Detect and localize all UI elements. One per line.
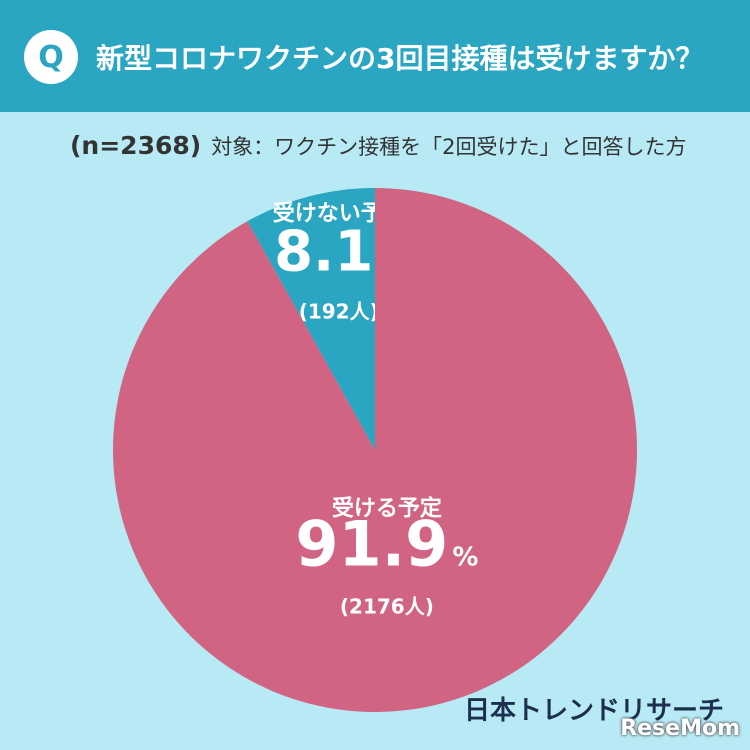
slice-count: (2176人)	[340, 595, 434, 619]
sample-size: (n=2368)	[70, 131, 202, 160]
brand-logo: 日本トレンドリサーチ	[463, 696, 724, 726]
slice-count: (192人)	[299, 300, 379, 324]
source-logo: ReseMom	[620, 716, 740, 741]
subtitle: (n=2368) 対象：ワクチン接種を「2回受けた」と回答した方	[70, 131, 710, 171]
slice-percent: 91.9%	[295, 508, 478, 581]
slice-label: 受ける予定	[332, 496, 442, 522]
question-badge: Q	[24, 30, 78, 84]
pie-slice-1	[112, 188, 638, 712]
header-bar: Q 新型コロナワクチンの3回目接種は受けますか？	[0, 0, 750, 112]
target-description: 対象：ワクチン接種を「2回受けた」と回答した方	[211, 135, 687, 159]
question-title: 新型コロナワクチンの3回目接種は受けますか？	[96, 42, 704, 75]
pie-slice-0	[247, 188, 375, 450]
